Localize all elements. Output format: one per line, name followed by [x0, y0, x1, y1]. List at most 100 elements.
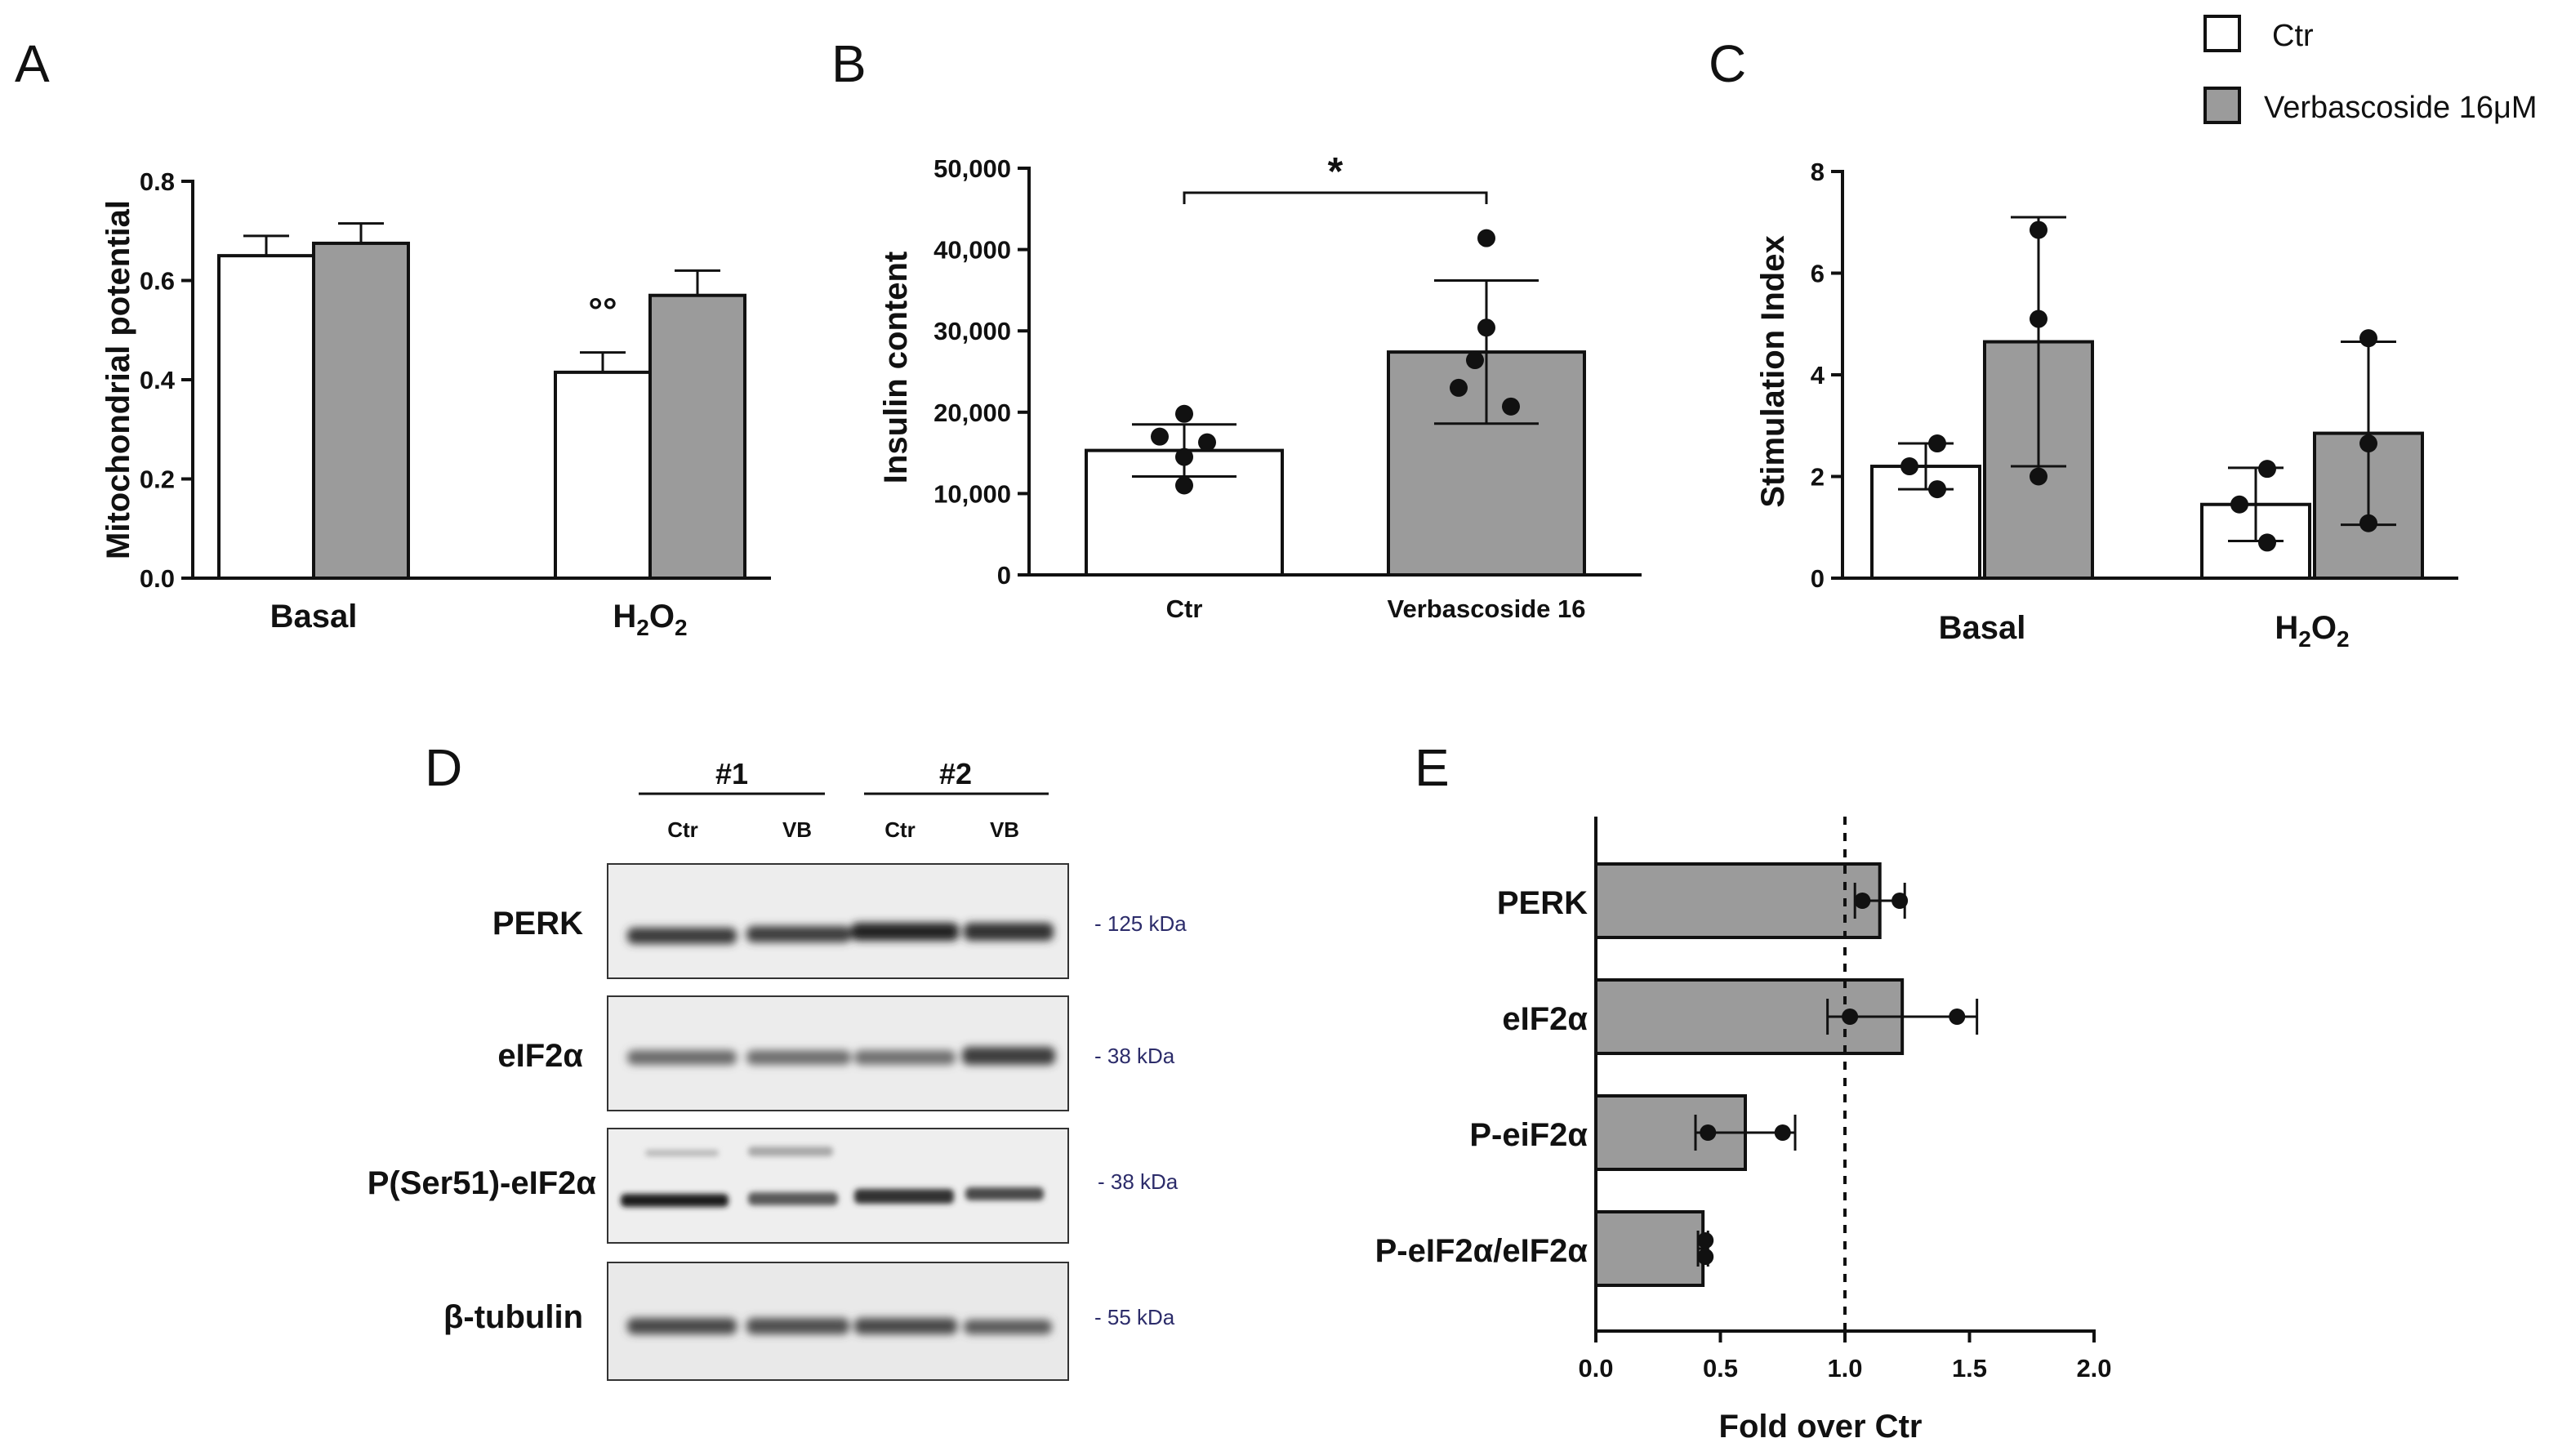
chart-a-ytick-label: 0.0 — [140, 564, 175, 593]
chart-b-data-point — [1450, 378, 1468, 397]
blot-strip-peif2a — [607, 1128, 1069, 1244]
blot-kda-peif2a: - 38 kDa — [1098, 1169, 1179, 1194]
chart-c-data-point — [2030, 309, 2047, 328]
replicate-1-label: #1 — [715, 757, 748, 790]
chart-a-ytick-label: 0.2 — [140, 465, 175, 494]
chart-e-bar — [1594, 1210, 1705, 1287]
chart-e-bar — [1594, 862, 1882, 939]
chart-e-category-label: PERK — [1497, 885, 1588, 921]
chart-e-xtick-label: 0.0 — [1578, 1354, 1613, 1383]
chart-a-ytick-label: 0.6 — [140, 267, 175, 296]
chart-b-data-point — [1477, 229, 1495, 247]
chart-c-y-axis-label: Stimulation Index — [1755, 235, 1791, 507]
chart-b-ytick-label: 0 — [997, 561, 1011, 590]
chart-c-data-point — [2258, 460, 2276, 479]
chart-e-xtick-label: 1.5 — [1952, 1354, 1987, 1383]
legend: Ctr Verbascoside 16μM — [2203, 15, 2538, 125]
chart-a-mitochondrial-potential: 0.0 0.2 0.4 0.6 0.8 Basal H2O2 °° Mitochondrial … — [100, 167, 771, 640]
chart-a-bar — [312, 241, 410, 580]
chart-c-stimulation-index: 0 2 4 6 8 Basal H2O2 Stimulation Index — [1755, 158, 2458, 652]
chart-c-ytick-label: 6 — [1811, 260, 1825, 288]
chart-b-significance-bracket — [1183, 191, 1488, 204]
chart-c-ytick-label: 2 — [1811, 463, 1825, 492]
chart-e-fold-over-ctr: 0.0 0.5 1.0 1.5 2.0 Fold over Ctr PERK eIF2α P-e… — [1375, 817, 2112, 1445]
blot-label-perk: PERK — [492, 906, 583, 942]
chart-b-data-point — [1175, 404, 1193, 423]
chart-b-ytick-label: 20,000 — [933, 399, 1011, 427]
panel-letter-c: C — [1709, 34, 1746, 93]
chart-b-data-point — [1175, 476, 1193, 495]
chart-e-xtick-label: 0.5 — [1703, 1354, 1738, 1383]
blot-label-peif2a: P(Ser51)-eIF2α — [368, 1165, 597, 1201]
chart-b-ytick-label: 40,000 — [933, 236, 1011, 265]
chart-e-data-point — [1774, 1124, 1791, 1141]
chart-b-significance-mark: * — [1328, 150, 1343, 194]
chart-e-x-axis-label: Fold over Ctr — [1719, 1409, 1923, 1445]
chart-e-data-point — [1697, 1249, 1714, 1265]
panel-letter-d: D — [425, 738, 462, 797]
legend-swatch-ctr — [2203, 15, 2241, 52]
chart-b-data-point — [1466, 351, 1484, 370]
chart-c-ytick-label: 0 — [1811, 564, 1825, 593]
chart-e-data-point — [1891, 893, 1909, 909]
chart-b-ytick-label: 30,000 — [933, 317, 1011, 345]
chart-b-data-point — [1198, 433, 1216, 452]
chart-a-bar — [554, 370, 652, 581]
chart-b-insulin-content: 0 10,000 20,000 30,000 40,000 50,000 Ctr Verbas… — [878, 150, 1642, 623]
chart-c-data-point — [2030, 220, 2047, 239]
lane-label-3: Ctr — [884, 817, 916, 842]
chart-e-data-point — [1700, 1124, 1717, 1141]
chart-e-category-label: P-eIF2α/eIF2α — [1375, 1233, 1588, 1269]
chart-b-y-axis-label: Insulin content — [878, 252, 914, 483]
western-blot-d: #1 #2 Ctr VB Ctr VB PERK - 125 kDa eIF2α… — [368, 757, 1187, 1381]
chart-a-bar — [217, 254, 315, 580]
chart-a-ytick-label: 0.8 — [140, 167, 175, 196]
replicate-2-label: #2 — [939, 757, 972, 790]
chart-e-xtick-label: 2.0 — [2076, 1354, 2111, 1383]
chart-a-category-label: Basal — [270, 599, 358, 634]
lane-label-2: VB — [782, 817, 812, 842]
chart-c-data-point — [2030, 467, 2047, 486]
chart-c-data-point — [2230, 495, 2248, 514]
chart-a-y-axis-label: Mitochondrial potential — [100, 200, 136, 559]
legend-label-verbascoside: Verbascoside 16μM — [2264, 91, 2538, 125]
chart-b-data-point — [1502, 397, 1520, 416]
chart-c-data-point — [2258, 533, 2276, 552]
chart-a-ytick-label: 0.4 — [140, 366, 176, 394]
chart-b-category-label: Verbascoside 16 — [1388, 594, 1586, 623]
chart-e-data-point — [1949, 1009, 1966, 1025]
chart-c-category-label: Basal — [1939, 610, 2026, 646]
legend-swatch-verbascoside — [2203, 87, 2241, 124]
chart-e-data-point — [1697, 1232, 1714, 1249]
chart-c-data-point — [2359, 514, 2377, 532]
blot-kda-perk: - 125 kDa — [1094, 911, 1187, 936]
blot-label-eif2a: eIF2α — [497, 1038, 583, 1074]
chart-e-category-label: eIF2α — [1502, 1001, 1588, 1037]
chart-e-xtick-label: 1.0 — [1827, 1354, 1862, 1383]
lane-label-1: Ctr — [667, 817, 698, 842]
chart-c-data-point — [1900, 457, 1918, 476]
chart-c-data-point — [2359, 434, 2377, 453]
panel-letter-a: A — [15, 34, 50, 93]
blot-bands-eif2a — [627, 1047, 1055, 1065]
chart-b-data-point — [1151, 427, 1169, 446]
blot-kda-eif2a: - 38 kDa — [1094, 1044, 1175, 1068]
chart-b-category-label: Ctr — [1166, 594, 1203, 623]
panel-letter-b: B — [831, 34, 867, 93]
chart-a-annotation: °° — [588, 292, 617, 332]
chart-c-category-label: H2O2 — [2275, 610, 2349, 652]
chart-b-data-point — [1477, 318, 1495, 337]
chart-b-ytick-label: 10,000 — [933, 479, 1011, 508]
chart-e-data-point — [1854, 893, 1871, 909]
chart-c-ytick-label: 4 — [1811, 361, 1825, 390]
lane-label-4: VB — [990, 817, 1019, 842]
chart-a-bar — [648, 293, 746, 580]
blot-bands-perk — [627, 923, 1054, 944]
chart-c-data-point — [2359, 329, 2377, 348]
chart-c-data-point — [1928, 480, 1946, 499]
legend-label-ctr: Ctr — [2272, 19, 2314, 53]
blot-kda-tubulin: - 55 kDa — [1094, 1305, 1175, 1329]
blot-bands-peif2a — [621, 1147, 1044, 1207]
panel-letter-e: E — [1415, 738, 1450, 797]
